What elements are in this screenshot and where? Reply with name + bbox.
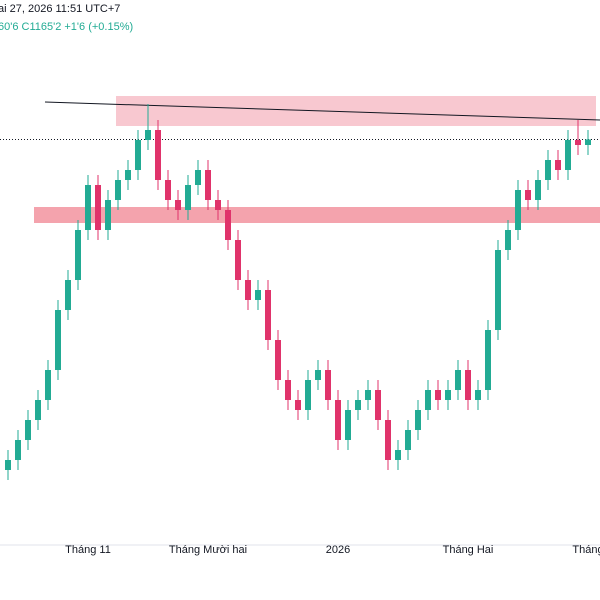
candle-body (305, 380, 311, 410)
x-tick-label: Tháng Hai (443, 544, 494, 556)
candle-body (475, 390, 481, 400)
candle-body (295, 400, 301, 410)
candle-body (455, 370, 461, 390)
candle-body (575, 140, 581, 145)
candle-body (465, 370, 471, 400)
candle-body (205, 170, 211, 200)
candle-body (135, 140, 141, 170)
candle-body (115, 180, 121, 200)
candle-body (535, 180, 541, 200)
x-tick-label: Tháng Mười hai (169, 544, 247, 556)
candle-body (175, 200, 181, 210)
candle-body (445, 390, 451, 400)
candle-body (285, 380, 291, 400)
candle-body (375, 390, 381, 420)
candle-body (515, 190, 521, 230)
candle-body (325, 370, 331, 400)
candle-body (35, 400, 41, 420)
candle-body (255, 290, 261, 300)
candle-body (485, 330, 491, 390)
trendline (44, 101, 600, 121)
candle-body (95, 185, 101, 230)
candle-body (75, 230, 81, 280)
x-tick-label: 2026 (326, 544, 350, 556)
candle-body (525, 190, 531, 200)
candle-body (505, 230, 511, 250)
candle-body (105, 200, 111, 230)
header: ai 27, 2026 11:51 UTC+7 (0, 3, 120, 15)
candle-body (355, 400, 361, 410)
zone (116, 96, 596, 126)
candle-body (405, 430, 411, 450)
candle-body (345, 410, 351, 440)
candle-body (25, 420, 31, 440)
candle-body (215, 200, 221, 210)
candle-body (155, 130, 161, 180)
quote: 60'6 C1165'2 +1'6 (+0.15%) (0, 21, 133, 33)
candle-body (265, 290, 271, 340)
candle-body (165, 180, 171, 200)
candle-body (65, 280, 71, 310)
candle-body (195, 170, 201, 185)
candle-body (235, 240, 241, 280)
candle-body (315, 370, 321, 380)
candle-body (85, 185, 91, 230)
candle-body (5, 460, 11, 470)
candle-body (335, 400, 341, 440)
candle-body (495, 250, 501, 330)
candle-body (185, 185, 191, 210)
x-tick-label: Tháng (572, 544, 600, 556)
candle-body (15, 440, 21, 460)
candle-body (225, 210, 231, 240)
candle-body (415, 410, 421, 430)
candle-body (55, 310, 61, 370)
candle-body (545, 160, 551, 180)
candle-body (555, 160, 561, 170)
candle-body (365, 390, 371, 400)
candle-body (395, 450, 401, 460)
candle-body (125, 170, 131, 180)
candle-body (145, 130, 151, 140)
zone (34, 207, 600, 223)
candle-body (275, 340, 281, 380)
candle-body (45, 370, 51, 400)
candle-body (435, 390, 441, 400)
candle-body (565, 140, 571, 170)
x-tick-label: Tháng 11 (65, 544, 111, 556)
candle-body (585, 139, 591, 145)
candle-body (245, 280, 251, 300)
candle-body (425, 390, 431, 410)
candle-body (385, 420, 391, 460)
